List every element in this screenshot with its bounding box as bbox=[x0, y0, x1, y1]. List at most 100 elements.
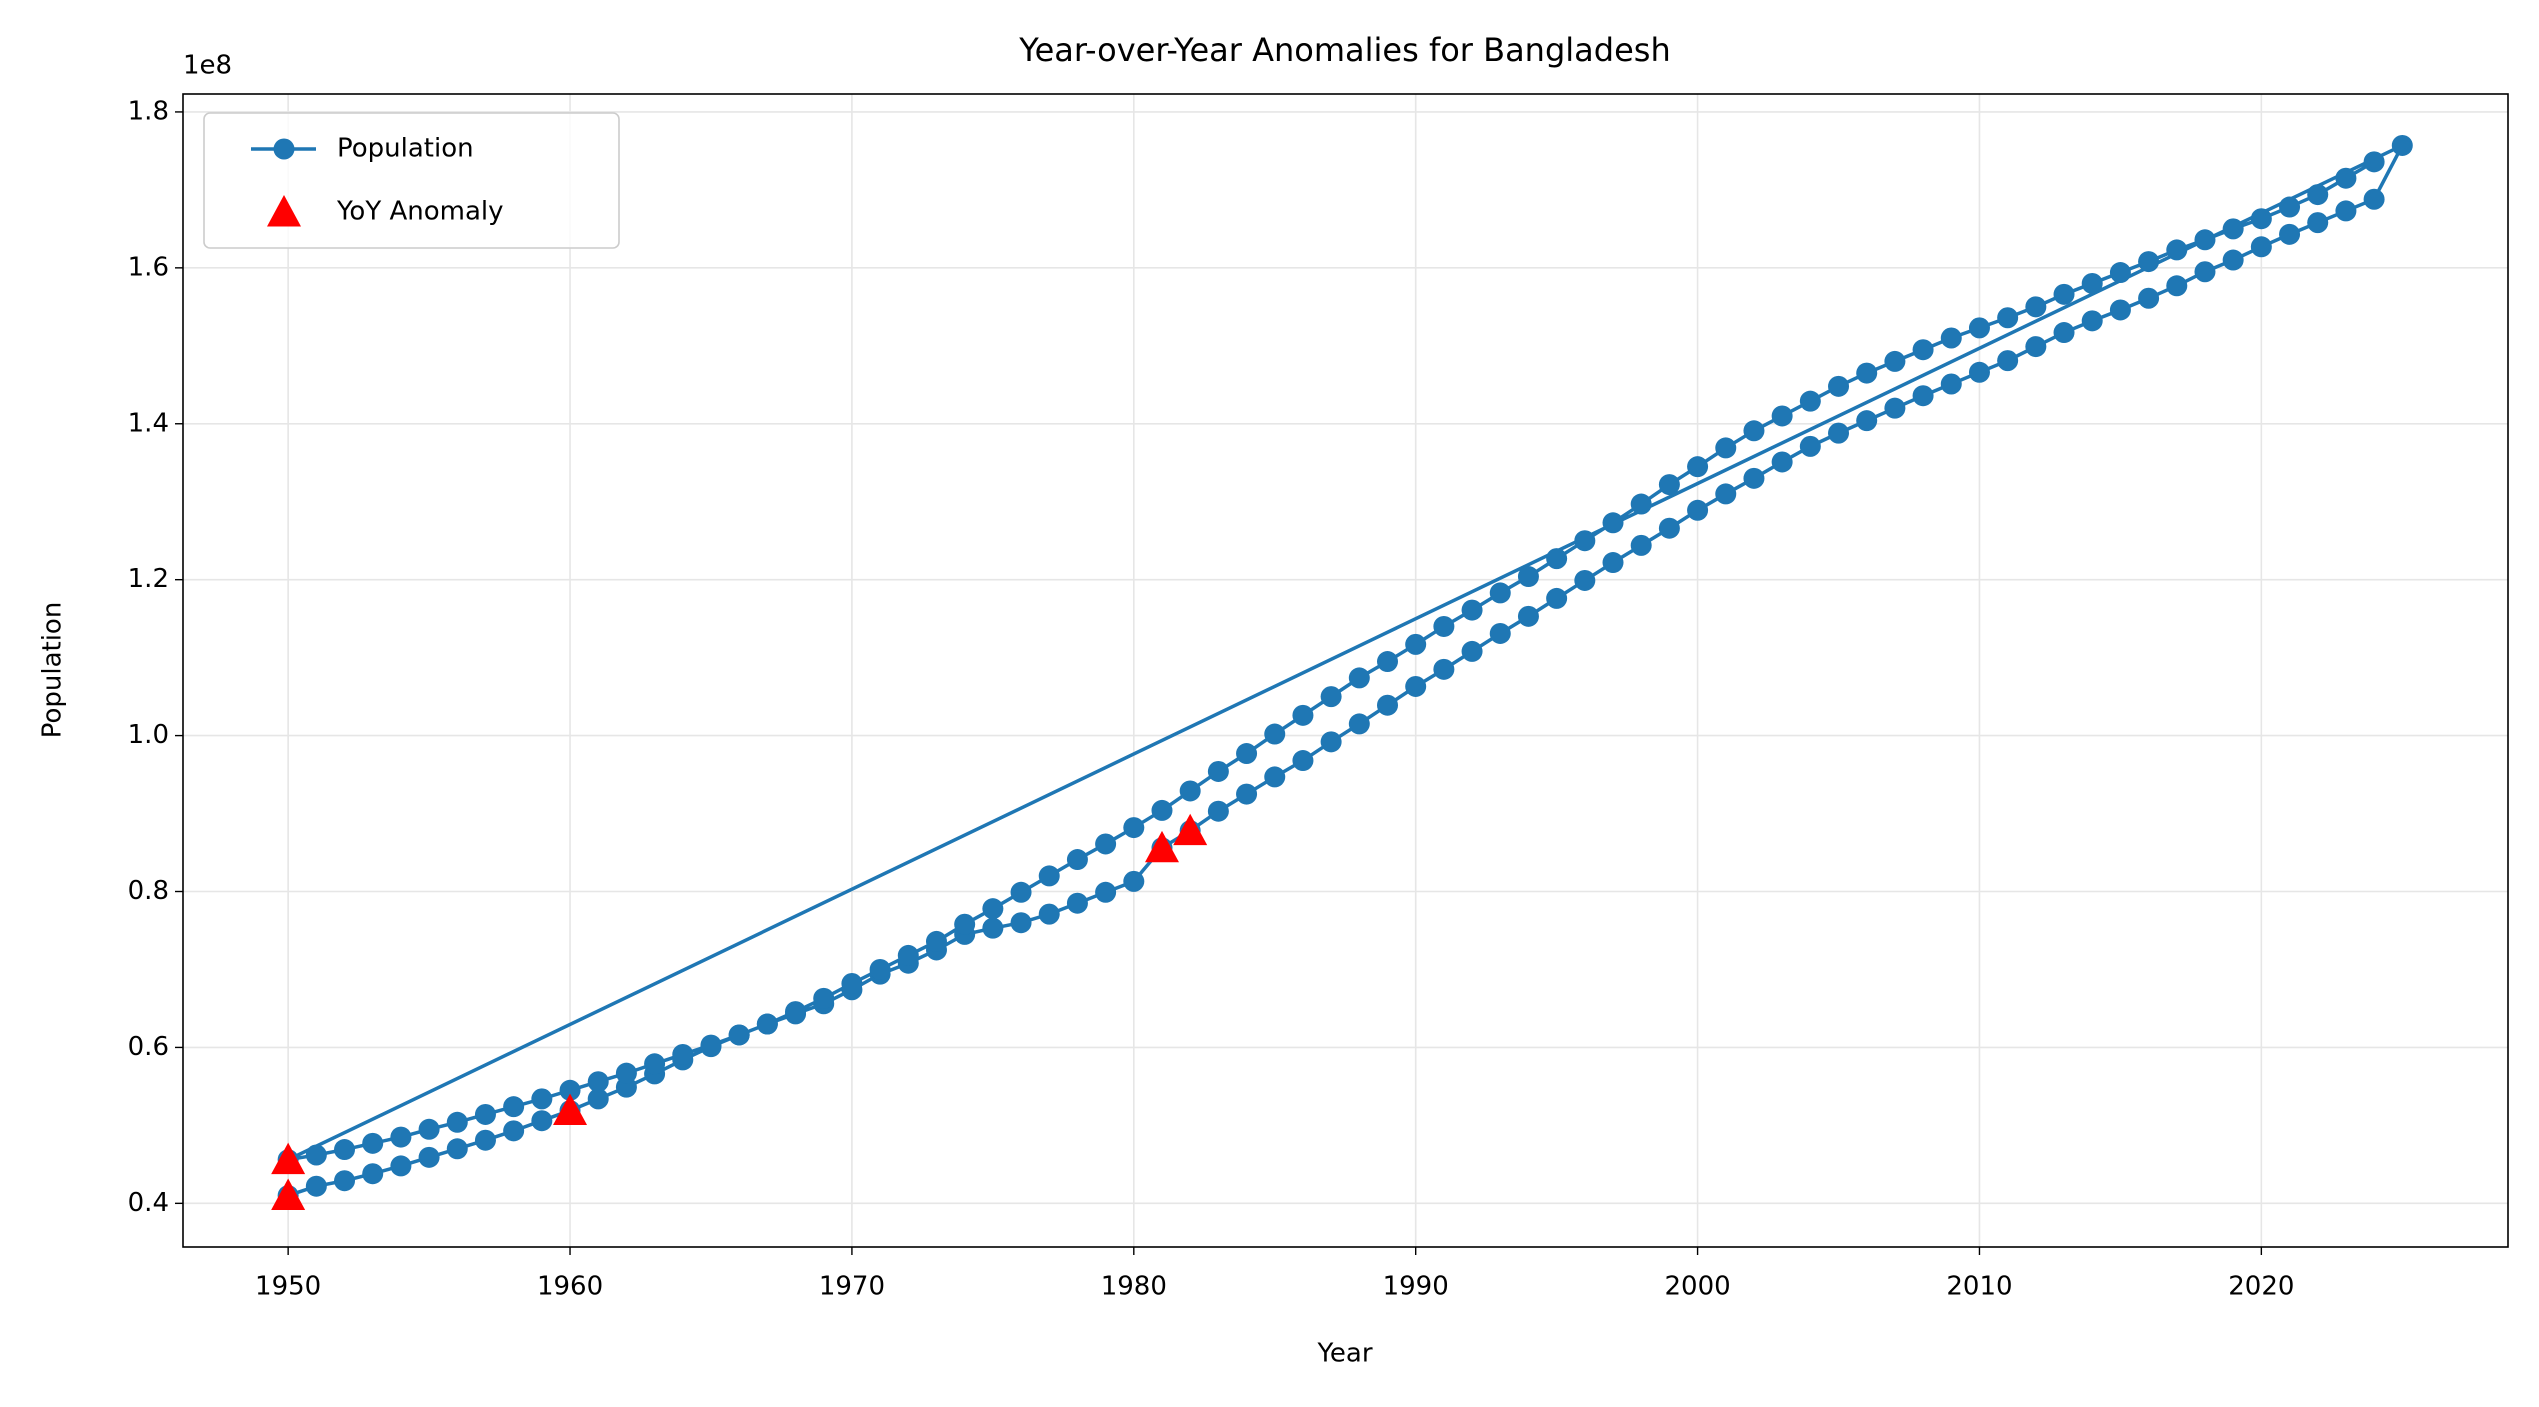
point-marker bbox=[2053, 283, 2075, 305]
point-marker bbox=[1743, 420, 1765, 442]
point-marker bbox=[1884, 397, 1906, 419]
point-marker bbox=[700, 1034, 722, 1056]
point-marker bbox=[2222, 249, 2244, 271]
point-marker bbox=[2307, 184, 2329, 206]
point-marker bbox=[2391, 134, 2413, 156]
plot-frame bbox=[182, 93, 2509, 1248]
point-marker bbox=[1292, 750, 1314, 772]
point-marker bbox=[1771, 451, 1793, 473]
point-marker bbox=[982, 898, 1004, 920]
anomaly-marker bbox=[1173, 813, 1208, 846]
point-marker bbox=[1123, 870, 1145, 892]
y-tick-label: 1.0 bbox=[128, 720, 169, 750]
point-marker bbox=[1912, 385, 1934, 407]
point-marker bbox=[2166, 239, 2188, 261]
point-marker bbox=[1602, 552, 1624, 574]
point-marker bbox=[1940, 373, 1962, 395]
point-marker bbox=[756, 1013, 778, 1035]
x-tick-label: 2010 bbox=[1946, 1272, 2012, 1302]
point-marker bbox=[728, 1024, 750, 1046]
point-marker bbox=[474, 1129, 496, 1151]
point-marker bbox=[2307, 212, 2329, 234]
x-tick-label: 1950 bbox=[255, 1272, 321, 1302]
anomaly-marker bbox=[1144, 830, 1179, 863]
point-marker bbox=[869, 958, 891, 980]
point-marker bbox=[2250, 208, 2272, 230]
y-tick-label: 0.6 bbox=[128, 1032, 169, 1062]
point-marker bbox=[1968, 361, 1990, 383]
point-marker bbox=[1828, 375, 1850, 397]
point-marker bbox=[1546, 587, 1568, 609]
point-marker bbox=[587, 1088, 609, 1110]
x-tick-label: 1990 bbox=[1383, 1272, 1449, 1302]
point-marker bbox=[1574, 530, 1596, 552]
y-tick-label: 1.8 bbox=[128, 96, 169, 126]
point-marker bbox=[1546, 548, 1568, 570]
point-marker bbox=[1743, 467, 1765, 489]
point-marker bbox=[644, 1053, 666, 1075]
anomaly-marker bbox=[267, 195, 301, 227]
anomaly-marker bbox=[553, 1093, 588, 1126]
point-marker bbox=[1207, 760, 1229, 782]
point-marker bbox=[672, 1043, 694, 1065]
point-marker bbox=[1461, 640, 1483, 662]
point-marker bbox=[1489, 622, 1511, 644]
y-tick-label: 1.4 bbox=[128, 408, 169, 438]
y-tick-label: 0.8 bbox=[128, 876, 169, 906]
point-marker bbox=[1377, 651, 1399, 673]
point-marker bbox=[1236, 783, 1258, 805]
point-marker bbox=[1997, 307, 2019, 329]
point-marker bbox=[813, 987, 835, 1009]
point-marker bbox=[1687, 456, 1709, 478]
legend-box bbox=[203, 112, 620, 249]
point-marker bbox=[1771, 405, 1793, 427]
point-marker bbox=[1038, 903, 1060, 925]
point-marker bbox=[1715, 483, 1737, 505]
x-tick-label: 2020 bbox=[2228, 1272, 2294, 1302]
x-tick-label: 1980 bbox=[1101, 1272, 1167, 1302]
point-marker bbox=[1799, 435, 1821, 457]
point-marker bbox=[1602, 512, 1624, 534]
point-marker bbox=[1856, 410, 1878, 432]
point-marker bbox=[925, 930, 947, 952]
point-marker bbox=[2279, 196, 2301, 218]
point-marker bbox=[1828, 422, 1850, 444]
point-marker bbox=[1377, 694, 1399, 716]
y-tick-label: 1.6 bbox=[128, 252, 169, 282]
x-tick-label: 1960 bbox=[537, 1272, 603, 1302]
point-marker bbox=[446, 1111, 468, 1133]
point-marker bbox=[2363, 151, 2385, 173]
point-marker bbox=[1010, 881, 1032, 903]
point-marker bbox=[2025, 336, 2047, 358]
point-marker bbox=[1630, 534, 1652, 556]
point-marker bbox=[474, 1103, 496, 1125]
point-marker bbox=[1687, 499, 1709, 521]
point-marker bbox=[1292, 704, 1314, 726]
point-marker bbox=[531, 1088, 553, 1110]
chart-title: Year-over-Year Anomalies for Bangladesh bbox=[1018, 31, 1670, 69]
point-marker bbox=[1856, 362, 1878, 384]
point-marker bbox=[2053, 322, 2075, 344]
point-marker bbox=[273, 138, 295, 160]
point-marker bbox=[1264, 766, 1286, 788]
point-marker bbox=[1348, 713, 1370, 735]
x-tick-label: 1970 bbox=[819, 1272, 885, 1302]
point-marker bbox=[1236, 743, 1258, 765]
point-marker bbox=[1179, 780, 1201, 802]
point-marker bbox=[2025, 296, 2047, 318]
point-marker bbox=[2138, 287, 2160, 309]
point-marker bbox=[1884, 350, 1906, 372]
point-marker bbox=[1630, 493, 1652, 515]
point-marker bbox=[1264, 723, 1286, 745]
point-marker bbox=[1940, 327, 1962, 349]
point-marker bbox=[503, 1096, 525, 1118]
point-marker bbox=[1320, 686, 1342, 708]
point-marker bbox=[390, 1126, 412, 1148]
point-marker bbox=[1658, 517, 1680, 539]
point-marker bbox=[305, 1144, 327, 1166]
point-marker bbox=[390, 1155, 412, 1177]
point-marker bbox=[1038, 865, 1060, 887]
point-marker bbox=[2250, 236, 2272, 258]
legend-label: Population bbox=[337, 134, 474, 164]
